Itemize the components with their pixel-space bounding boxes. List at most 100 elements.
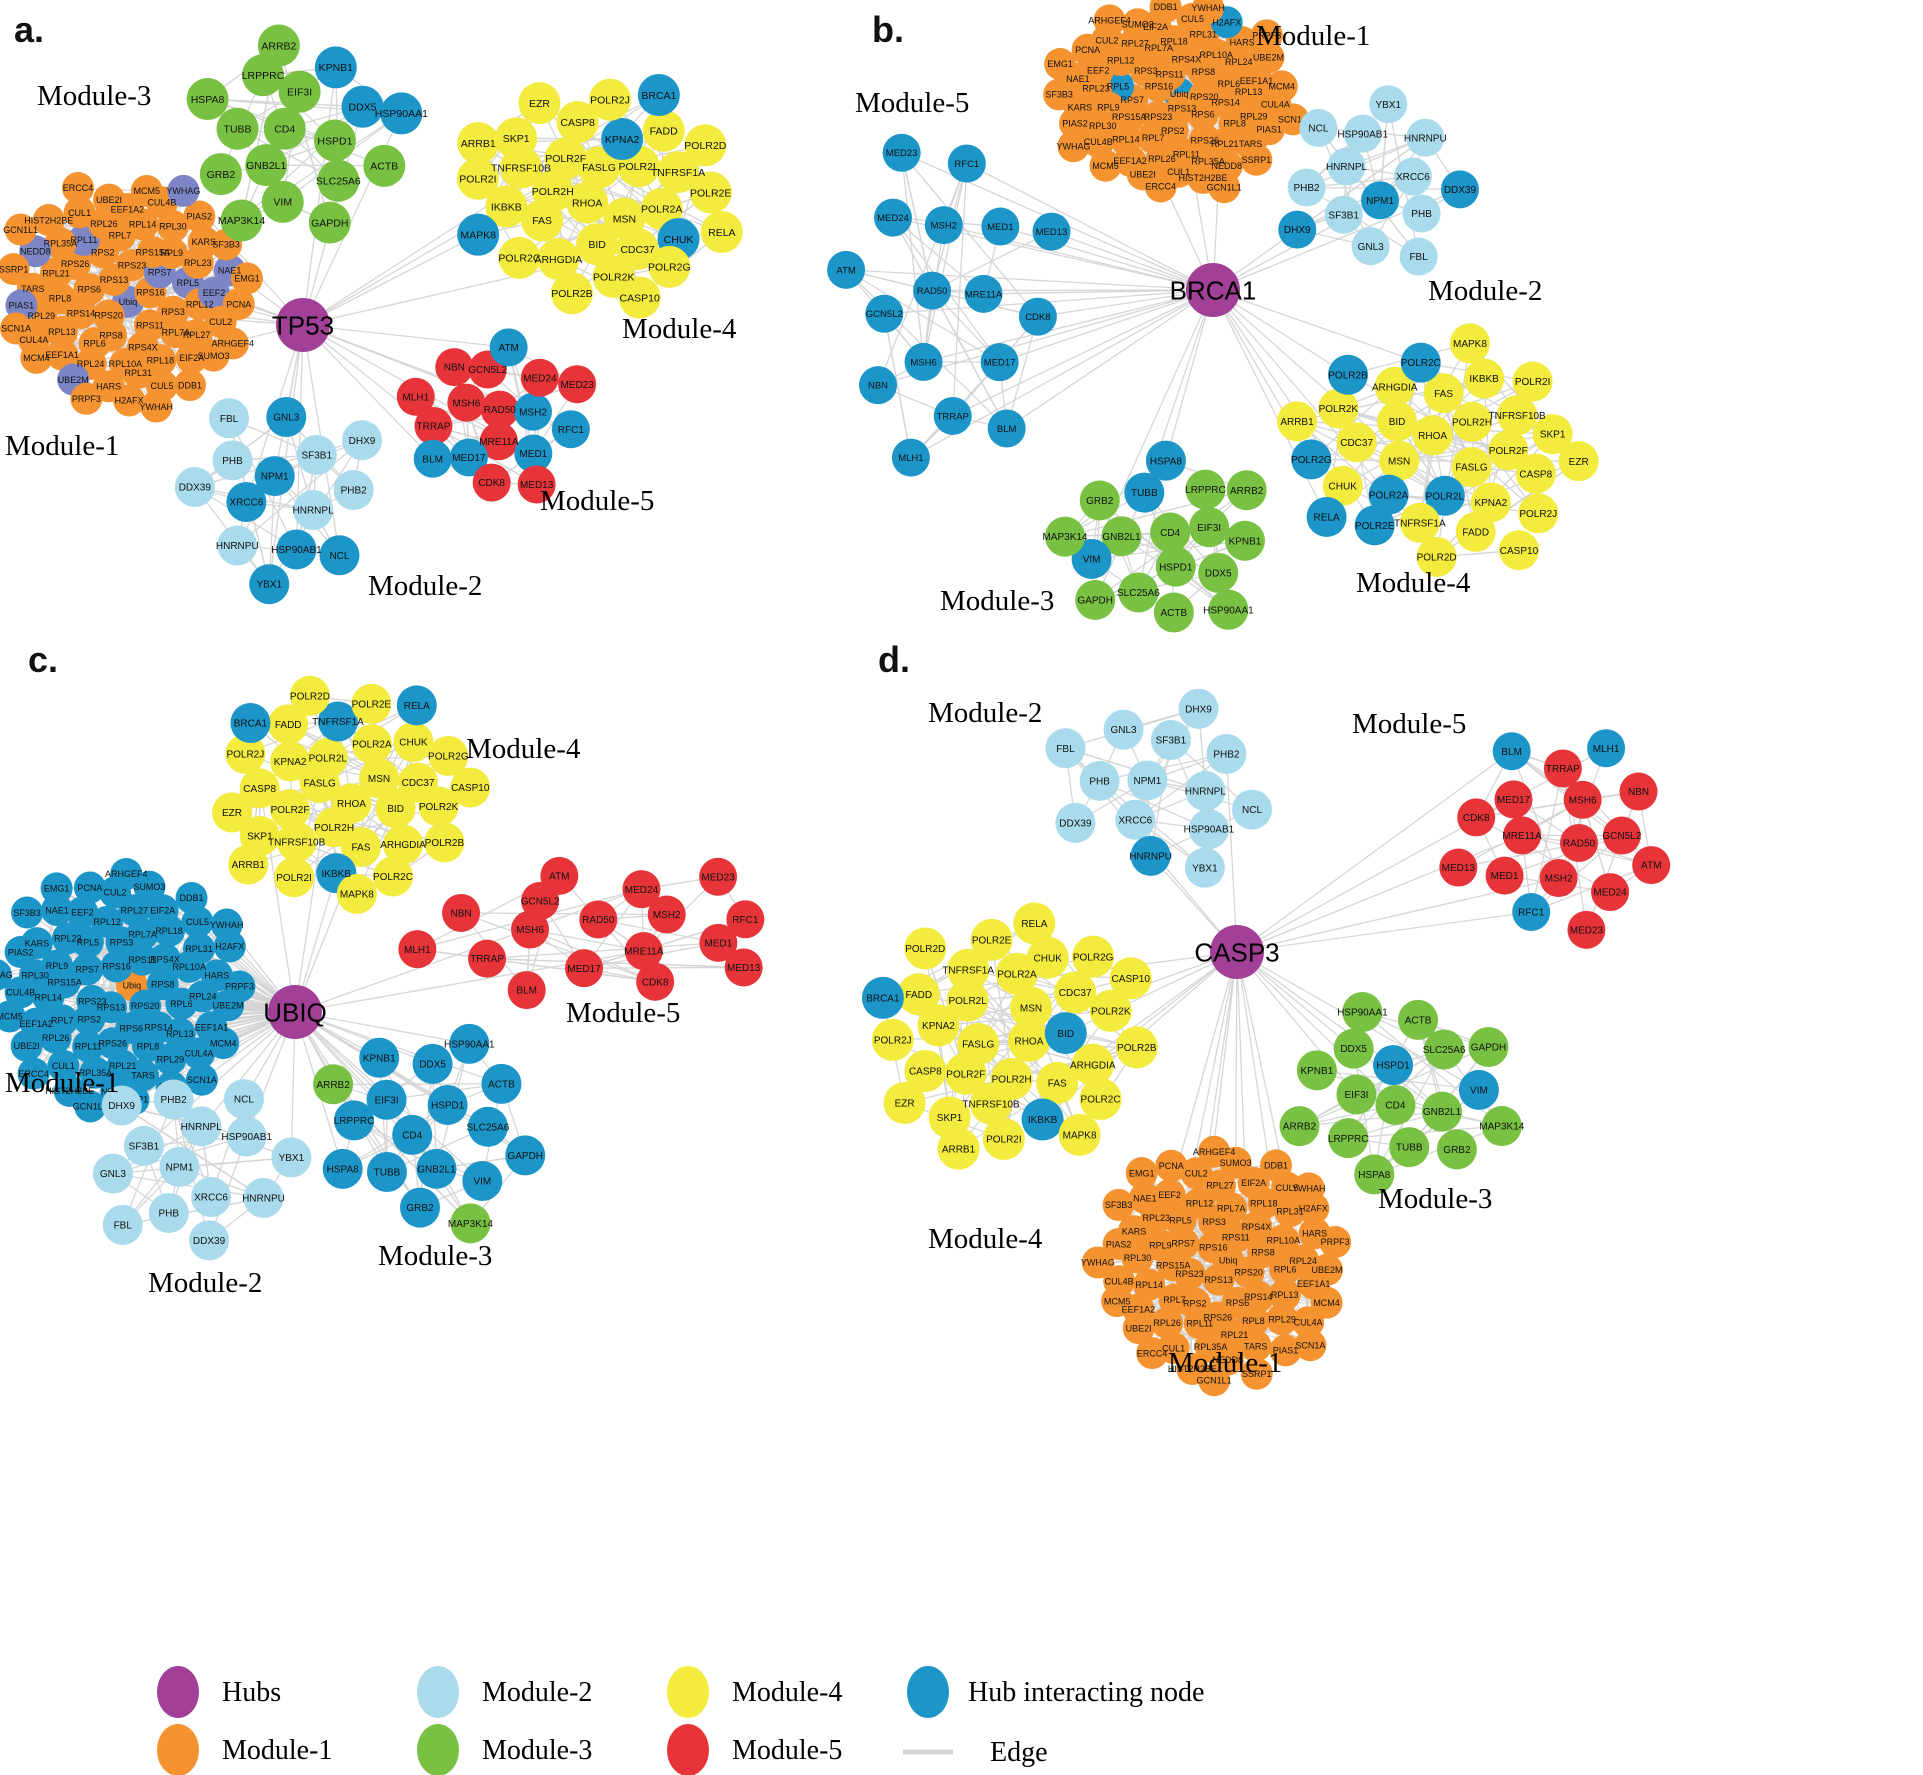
node-label-BRCA1: BRCA1 (866, 993, 900, 1004)
node-label-CUL4A: CUL4A (1294, 1317, 1323, 1327)
node-label-RHOA: RHOA (572, 197, 602, 209)
node-DDX5 (412, 1043, 453, 1084)
node-label-SSRP1: SSRP1 (1242, 155, 1272, 165)
node-label-SF3B3: SF3B3 (1045, 90, 1073, 100)
node-GCN1L1 (1208, 171, 1241, 204)
node-label-ERCC4: ERCC4 (18, 1069, 49, 1079)
node-label-RPS13: RPS13 (1168, 103, 1197, 113)
node-label-POLR2F: POLR2F (1489, 446, 1528, 457)
legend-item-module-4: Module-4 (667, 1666, 842, 1718)
node-label-ERCC4: ERCC4 (1145, 182, 1176, 192)
node-DHX9 (1178, 688, 1219, 729)
node-ARHGEF4 (110, 857, 143, 890)
node-label-ACTB: ACTB (1405, 1015, 1432, 1026)
node-label-CDK8: CDK8 (478, 478, 505, 489)
node-LRPPRC (334, 1100, 375, 1141)
node-label-MSH6: MSH6 (516, 925, 544, 936)
node-label-HARS: HARS (1302, 1229, 1327, 1239)
node-label-RPL26: RPL26 (1148, 154, 1176, 164)
node-label-HSP90AA1: HSP90AA1 (375, 108, 428, 120)
node-label-EEF1A2: EEF1A2 (19, 1019, 53, 1029)
node-label-RPS14: RPS14 (1244, 1292, 1273, 1302)
panel-b: RAD50 MRE11A MSH6 MSH2 MED17 GCN5L2 MED1 TRRAP M… (827, 0, 1599, 633)
panel-c-cluster-module-3: CD4 HSPD1 GNB2L1 EIF3I SLC25A6 TUBB DDX5 VIM LRP… (313, 1023, 546, 1244)
node-label-MED23: MED23 (886, 148, 918, 159)
legend-swatch-module1 (157, 1724, 199, 1775)
node-MSH6 (904, 342, 943, 381)
node-DDX5 (341, 85, 384, 128)
node-label-FASLG: FASLG (582, 162, 616, 174)
node-label-MED17: MED17 (1497, 795, 1531, 806)
node-label-RPL7: RPL7 (51, 1016, 74, 1026)
node-POLR2A (1368, 474, 1409, 515)
node-label-MED24: MED24 (625, 885, 659, 896)
node-label-POLR2D: POLR2D (905, 944, 945, 955)
node-SCN1A (1294, 1329, 1327, 1362)
node-label-RPL35A: RPL35A (79, 1068, 113, 1078)
node-label-RPL6: RPL6 (170, 999, 193, 1009)
node-label-PIAS2: PIAS2 (8, 947, 34, 957)
node-MLH1 (396, 377, 435, 416)
node-label-SKP1: SKP1 (247, 832, 273, 843)
module-label-c-module-2: Module-2 (148, 1267, 262, 1299)
node-VIM (462, 1161, 503, 1202)
node-MLH1 (398, 930, 437, 969)
node-HNRNPL (1327, 147, 1366, 186)
legend-label: Hub interacting node (968, 1677, 1204, 1708)
node-label-ATM: ATM (836, 265, 855, 276)
node-POLR2D (289, 675, 330, 716)
node-label-POLR2G: POLR2G (648, 262, 691, 274)
node-YWHAG (0, 959, 12, 991)
node-RPL14 (1133, 1268, 1166, 1301)
node-label-CUL4B: CUL4B (1105, 1276, 1134, 1286)
node-RPL26 (87, 207, 120, 240)
node-label-RFC1: RFC1 (954, 159, 979, 170)
node-label-RPL5: RPL5 (77, 937, 100, 947)
node-MRE11A (624, 932, 663, 971)
node-label-MSH2: MSH2 (1545, 874, 1573, 885)
node-MED1 (699, 923, 738, 962)
node-MED17 (980, 343, 1019, 382)
node-label-MAPK8: MAPK8 (1063, 1130, 1097, 1141)
node-CUL1 (47, 1049, 80, 1082)
node-label-UBE2M: UBE2M (1253, 53, 1284, 63)
node-RPL9 (155, 236, 188, 269)
node-SKP1 (495, 117, 538, 160)
node-RPS4X (148, 943, 181, 976)
node-TARS (127, 1059, 160, 1092)
node-label-CD4: CD4 (1385, 1101, 1405, 1112)
node-NBN (442, 893, 481, 932)
node-ARHGDIA (537, 238, 580, 281)
node-label-RPL9: RPL9 (1149, 1241, 1172, 1251)
node-label-DDX39: DDX39 (1444, 185, 1477, 196)
node-label-CD4: CD4 (402, 1130, 422, 1141)
legend-label: Hubs (222, 1677, 281, 1708)
node-RPL11 (72, 1030, 105, 1063)
node-label-PHB: PHB (1089, 777, 1110, 788)
node-label-RPL13: RPL13 (1271, 1290, 1299, 1300)
node-FBL (209, 398, 250, 439)
node-label-PCNA: PCNA (1075, 45, 1100, 55)
node-PHB2 (1287, 168, 1326, 207)
node-label-GRB2: GRB2 (406, 1203, 434, 1214)
node-label-CUL2: CUL2 (1185, 1168, 1208, 1178)
node-label-POLR2E: POLR2E (1355, 521, 1395, 532)
node-label-SUMO3: SUMO3 (1220, 1158, 1252, 1168)
node-PHB (1079, 760, 1120, 801)
node-RPL31 (182, 932, 215, 965)
node-label-POLR2C: POLR2C (373, 872, 413, 883)
node-label-POLR2G: POLR2G (1291, 455, 1332, 466)
module-label-c-module-5: Module-5 (566, 997, 680, 1029)
node-POLR2J (588, 78, 631, 121)
node-label-POLR2I: POLR2I (459, 173, 496, 185)
node-RELA (1306, 496, 1347, 537)
node-label-RFC1: RFC1 (1518, 908, 1545, 919)
node-label-CDC37: CDC37 (620, 244, 655, 256)
node-HSPA8 (1354, 1154, 1395, 1195)
node-label-RPL14: RPL14 (1135, 1280, 1163, 1290)
node-XRCC6 (1393, 157, 1432, 196)
node-CASP10 (1109, 957, 1152, 1000)
node-label-RPS15A: RPS15A (1112, 112, 1147, 122)
node-MAPK8 (457, 213, 500, 256)
